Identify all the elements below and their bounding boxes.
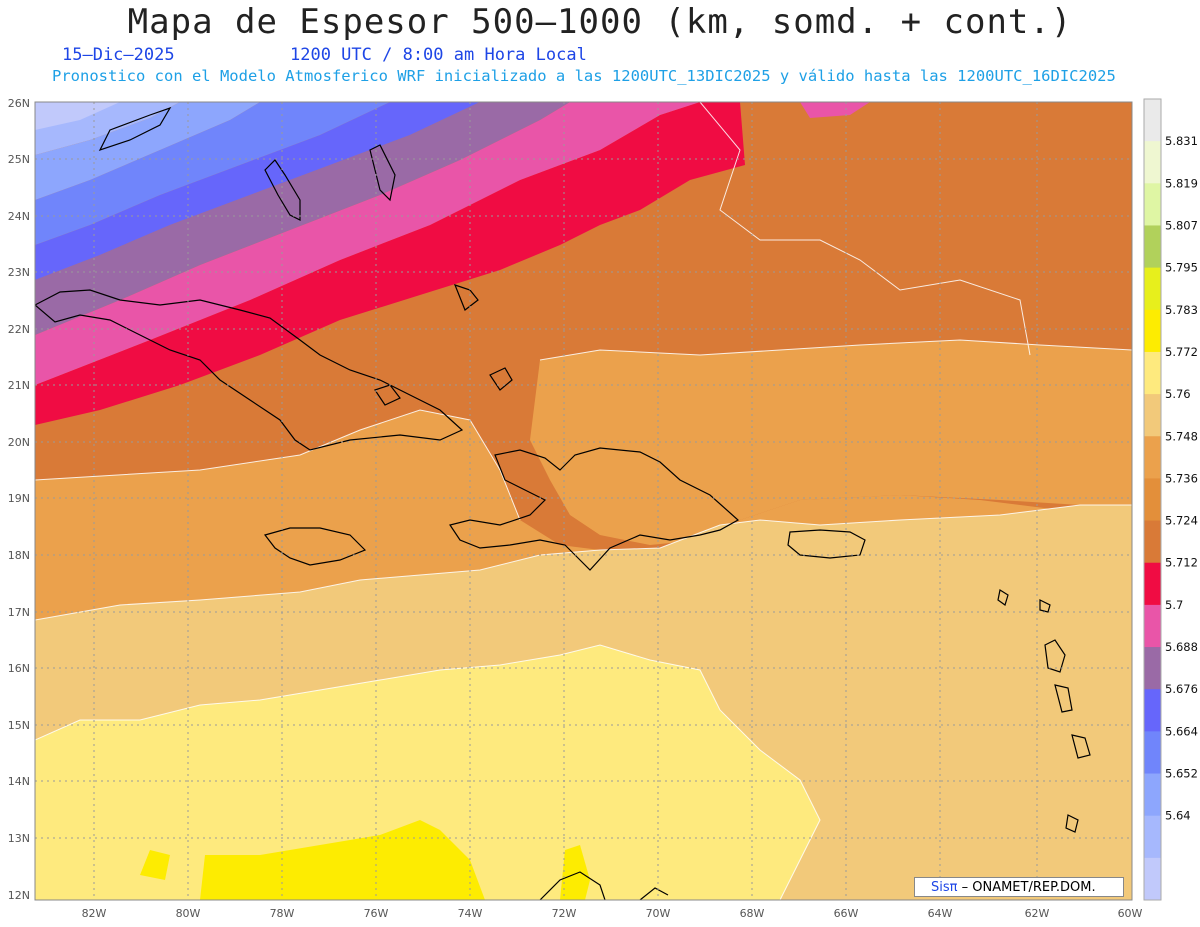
colorbar-swatch bbox=[1144, 647, 1161, 690]
colorbar-label: 5.783 bbox=[1165, 303, 1198, 317]
lon-tick-64w: 64W bbox=[928, 907, 953, 920]
colorbar-swatch bbox=[1144, 267, 1161, 311]
colorbar-swatch bbox=[1144, 562, 1161, 606]
lat-tick-26n: 26N bbox=[8, 97, 30, 110]
colorbar-frame bbox=[1143, 98, 1162, 901]
colorbar: 5.831 5.819 5.807 5.795 5.783 5.772 5.76 5.748 5… bbox=[1143, 98, 1198, 901]
lon-tick-74w: 74W bbox=[458, 907, 483, 920]
lon-tick-72w: 72W bbox=[552, 907, 577, 920]
forecast-note: Pronostico con el Modelo Atmosferico WRF… bbox=[52, 67, 1116, 85]
colorbar-swatch bbox=[1144, 857, 1161, 901]
colorbar-swatch bbox=[1144, 141, 1161, 184]
lon-tick-78w: 78W bbox=[270, 907, 295, 920]
colorbar-swatch bbox=[1144, 520, 1161, 564]
colorbar-label: 5.688 bbox=[1165, 640, 1198, 654]
colorbar-swatch bbox=[1144, 689, 1161, 732]
lon-tick-70w: 70W bbox=[646, 907, 671, 920]
colorbar-swatch bbox=[1144, 436, 1161, 479]
map-frame bbox=[34, 101, 1133, 901]
lat-tick-15n: 15N bbox=[8, 719, 30, 732]
forecast-date: 15–Dic–2025 bbox=[62, 45, 175, 65]
map-title: Mapa de Espesor 500–1000 (km, somd. + co… bbox=[127, 2, 1073, 42]
lat-tick-24n: 24N bbox=[8, 210, 30, 223]
lat-tick-16n: 16N bbox=[8, 662, 30, 675]
lat-tick-17n: 17N bbox=[8, 606, 30, 619]
credit-text: – ONAMET/REP.DOM. bbox=[957, 880, 1096, 895]
lat-tick-18n: 18N bbox=[8, 549, 30, 562]
colorbar-label: 5.652 bbox=[1165, 767, 1198, 781]
lon-tick-labels: 82W 80W 78W 76W 74W 72W 70W 68W 66W 64W … bbox=[82, 907, 1143, 920]
lat-tick-23n: 23N bbox=[8, 266, 30, 279]
lon-tick-62w: 62W bbox=[1025, 907, 1050, 920]
lat-tick-20n: 20N bbox=[8, 436, 30, 449]
thickness-shading bbox=[35, 102, 1132, 900]
colorbar-label: 5.724 bbox=[1165, 514, 1198, 528]
colorbar-label: 5.831 bbox=[1165, 134, 1198, 148]
lat-tick-22n: 22N bbox=[8, 323, 30, 336]
colorbar-label: 5.819 bbox=[1165, 176, 1198, 190]
lon-tick-82w: 82W bbox=[82, 907, 107, 920]
colorbar-label: 5.7 bbox=[1165, 598, 1183, 612]
colorbar-swatch bbox=[1144, 394, 1161, 437]
credit-box: Sisπ – ONAMET/REP.DOM. bbox=[914, 877, 1124, 897]
lat-tick-21n: 21N bbox=[8, 379, 30, 392]
colorbar-swatch bbox=[1144, 815, 1161, 859]
lon-tick-76w: 76W bbox=[364, 907, 389, 920]
colorbar-label: 5.795 bbox=[1165, 261, 1198, 275]
colorbar-swatch bbox=[1144, 225, 1161, 269]
colorbar-swatch bbox=[1144, 351, 1161, 395]
lat-tick-14n: 14N bbox=[8, 775, 30, 788]
colorbar-label: 5.736 bbox=[1165, 471, 1198, 485]
lat-tick-25n: 25N bbox=[8, 153, 30, 166]
colorbar-swatch bbox=[1144, 478, 1161, 522]
credit-brand: Sisπ bbox=[931, 880, 958, 895]
colorbar-label: 5.664 bbox=[1165, 724, 1198, 738]
colorbar-swatch bbox=[1144, 309, 1161, 353]
colorbar-swatch bbox=[1144, 604, 1161, 648]
colorbar-label: 5.676 bbox=[1165, 682, 1198, 696]
lon-tick-66w: 66W bbox=[834, 907, 859, 920]
lat-tick-13n: 13N bbox=[8, 832, 30, 845]
colorbar-label: 5.64 bbox=[1165, 809, 1191, 823]
colorbar-swatch bbox=[1144, 99, 1161, 142]
colorbar-swatch bbox=[1144, 731, 1161, 775]
lat-tick-labels: 12N 13N 14N 15N 16N 17N 18N 19N 20N 21N … bbox=[8, 97, 30, 902]
colorbar-label: 5.772 bbox=[1165, 345, 1198, 359]
colorbar-swatch bbox=[1144, 183, 1161, 226]
lat-tick-12n: 12N bbox=[8, 889, 30, 902]
lon-tick-68w: 68W bbox=[740, 907, 765, 920]
colorbar-label: 5.712 bbox=[1165, 556, 1198, 570]
lat-tick-19n: 19N bbox=[8, 492, 30, 505]
lon-tick-60w: 60W bbox=[1118, 907, 1143, 920]
lon-tick-80w: 80W bbox=[176, 907, 201, 920]
grid-lines bbox=[35, 102, 1132, 900]
forecast-time: 1200 UTC / 8:00 am Hora Local bbox=[290, 45, 587, 65]
colorbar-label: 5.807 bbox=[1165, 218, 1198, 232]
colorbar-swatch bbox=[1144, 773, 1161, 817]
colorbar-label: 5.76 bbox=[1165, 387, 1191, 401]
colorbar-label: 5.748 bbox=[1165, 429, 1198, 443]
